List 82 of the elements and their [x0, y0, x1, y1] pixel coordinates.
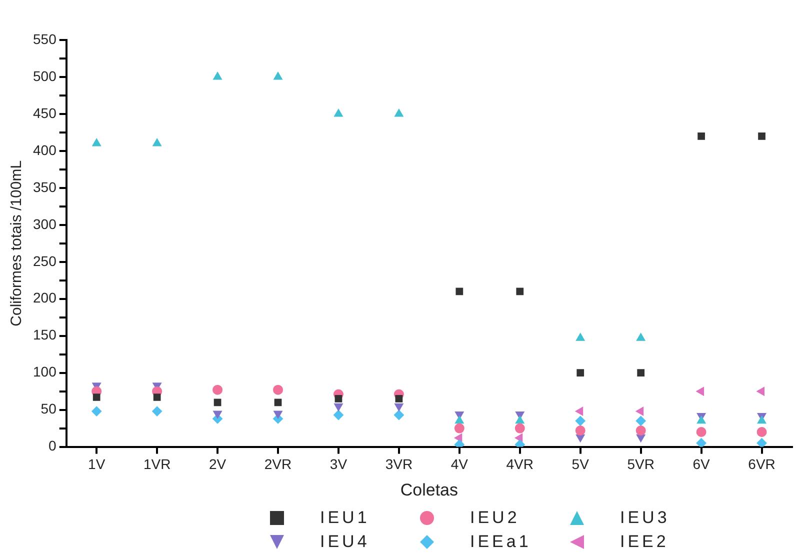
y-tick-label: 150 [33, 326, 57, 343]
point [92, 138, 101, 146]
point [394, 410, 404, 420]
x-tick-label: 6V [692, 456, 711, 472]
point [576, 333, 585, 341]
point [575, 426, 586, 436]
x-tick-label: 3V [330, 456, 348, 472]
point [213, 410, 222, 419]
x-tick-label: 4V [450, 456, 469, 472]
point [756, 386, 765, 396]
x-tick-label: 2VR [264, 456, 292, 472]
point [575, 406, 584, 416]
point [274, 398, 282, 406]
y-tick-label: 500 [33, 68, 57, 84]
legend-label: IEU3 [620, 508, 670, 528]
x-tick-label: 2V [208, 456, 227, 472]
x-tick-label: 1VR [143, 456, 171, 472]
point [152, 138, 162, 146]
x-axis-title: Coletas [400, 480, 458, 500]
x-tick-label: 6VR [748, 456, 776, 472]
legend-label: IEE2 [620, 532, 669, 552]
point [152, 406, 162, 416]
point [456, 288, 464, 296]
y-tick-label: 0 [48, 438, 57, 454]
point [636, 434, 646, 442]
point [334, 403, 343, 412]
point [636, 333, 646, 341]
y-tick-label: 400 [33, 142, 57, 158]
point [756, 438, 767, 447]
point [212, 384, 223, 395]
legend-label: IEU2 [470, 508, 520, 528]
y-tick-label: 550 [33, 30, 57, 47]
point [696, 386, 704, 396]
point [92, 406, 102, 416]
point [758, 132, 766, 140]
point [698, 132, 705, 140]
point [333, 410, 344, 420]
x-tick-label: 5VR [627, 456, 654, 472]
point [575, 416, 586, 426]
x-tick-label: 4VR [506, 456, 534, 472]
point [576, 434, 585, 442]
point [273, 384, 284, 395]
point [515, 416, 524, 424]
point [637, 369, 645, 377]
y-tick-label: 250 [33, 252, 57, 269]
point [334, 395, 342, 402]
y-tick-label: 450 [33, 104, 57, 121]
point [334, 108, 343, 117]
point [394, 403, 404, 412]
point [576, 369, 584, 377]
point [455, 416, 464, 424]
x-tick-label: 5V [572, 456, 590, 472]
point [516, 288, 524, 296]
y-tick-label: 200 [33, 290, 57, 306]
point [636, 406, 644, 416]
point [454, 423, 464, 434]
point [636, 416, 646, 426]
y-tick-label: 300 [33, 216, 57, 232]
point [274, 72, 282, 80]
point [153, 394, 161, 401]
x-tick-label: 1V [88, 456, 106, 472]
point [213, 72, 222, 80]
y-axis-title: Coliformes totais /100mL [8, 160, 26, 326]
legend-label: IEU4 [320, 532, 370, 552]
y-tick-label: 100 [33, 364, 57, 380]
legend-label: IEU1 [320, 508, 370, 528]
point [696, 416, 706, 424]
x-tick-label: 3VR [385, 456, 413, 472]
legend-label: IEEa1 [470, 532, 532, 552]
point [636, 426, 646, 436]
point [757, 416, 766, 424]
y-tick-label: 350 [33, 178, 57, 195]
y-tick-label: 50 [40, 400, 57, 417]
point [696, 438, 706, 447]
point [92, 394, 100, 401]
point [394, 108, 404, 117]
point [274, 410, 282, 419]
point [756, 427, 767, 438]
point [514, 423, 525, 434]
point [696, 427, 706, 438]
point [214, 398, 222, 406]
point [395, 395, 403, 402]
